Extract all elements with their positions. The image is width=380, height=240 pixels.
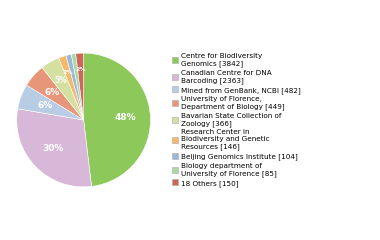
Legend: Centre for Biodiversity
Genomics [3842], Canadian Centre for DNA
Barcoding [2363: Centre for Biodiversity Genomics [3842],… <box>171 53 301 187</box>
Wedge shape <box>18 85 84 120</box>
Text: 5%: 5% <box>54 76 67 85</box>
Wedge shape <box>42 58 84 120</box>
Wedge shape <box>66 54 84 120</box>
Wedge shape <box>84 53 150 186</box>
Text: 30%: 30% <box>43 144 64 153</box>
Text: 6%: 6% <box>37 101 52 110</box>
Text: 2%: 2% <box>62 70 73 75</box>
Text: 6%: 6% <box>45 88 60 97</box>
Text: 2%: 2% <box>75 67 86 72</box>
Wedge shape <box>17 109 92 187</box>
Text: 48%: 48% <box>114 113 136 122</box>
Wedge shape <box>59 55 84 120</box>
Wedge shape <box>71 54 84 120</box>
Wedge shape <box>76 53 84 120</box>
Wedge shape <box>27 67 84 120</box>
